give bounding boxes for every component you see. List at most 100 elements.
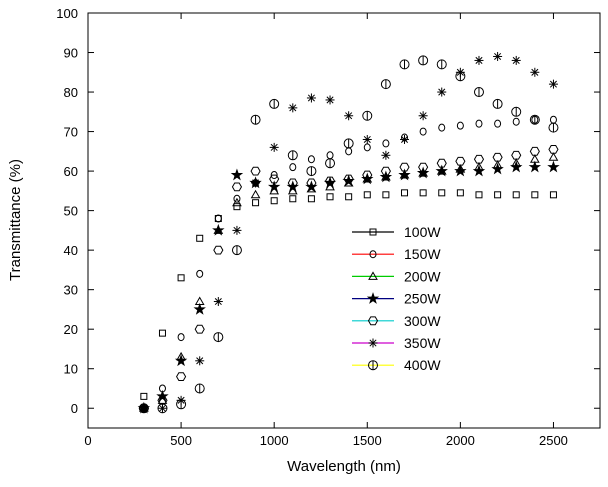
marker bbox=[369, 250, 377, 259]
marker-shape bbox=[158, 329, 166, 337]
marker-shape bbox=[368, 271, 378, 280]
marker bbox=[549, 115, 557, 124]
marker bbox=[343, 138, 354, 149]
marker-shape bbox=[494, 119, 502, 128]
marker-shape bbox=[231, 182, 243, 192]
marker-shape bbox=[362, 170, 373, 180]
marker-shape bbox=[307, 94, 315, 102]
marker-shape bbox=[382, 191, 390, 199]
marker-shape bbox=[250, 166, 261, 176]
marker-shape bbox=[472, 164, 486, 177]
marker-shape bbox=[438, 88, 446, 96]
marker-shape bbox=[401, 189, 409, 197]
marker bbox=[369, 228, 377, 236]
marker-shape bbox=[419, 112, 427, 120]
marker-shape bbox=[382, 139, 390, 148]
marker-shape bbox=[547, 160, 560, 173]
x-tick-label: 0 bbox=[84, 433, 91, 448]
marker bbox=[251, 178, 261, 188]
marker-shape bbox=[456, 189, 464, 197]
marker-shape bbox=[369, 250, 377, 259]
x-tick-label: 2000 bbox=[446, 433, 475, 448]
plot-frame bbox=[87, 12, 601, 429]
marker bbox=[367, 316, 379, 326]
marker-shape bbox=[366, 292, 380, 304]
marker bbox=[176, 399, 187, 410]
marker bbox=[548, 122, 559, 133]
marker-shape bbox=[369, 228, 377, 236]
marker-shape bbox=[510, 160, 523, 173]
marker bbox=[157, 403, 168, 414]
marker-shape bbox=[548, 152, 559, 161]
marker-shape bbox=[345, 147, 353, 156]
marker-shape bbox=[436, 158, 447, 168]
marker bbox=[547, 160, 560, 173]
marker-shape bbox=[324, 176, 336, 186]
marker bbox=[324, 176, 336, 186]
marker bbox=[138, 403, 149, 414]
legend-label: 150W bbox=[404, 246, 441, 262]
marker bbox=[156, 389, 169, 402]
marker bbox=[267, 180, 281, 193]
marker bbox=[548, 79, 558, 89]
marker bbox=[529, 114, 540, 125]
marker-shape bbox=[549, 80, 557, 88]
marker-shape bbox=[512, 191, 520, 199]
marker-shape bbox=[494, 191, 502, 199]
marker bbox=[326, 193, 334, 201]
marker bbox=[306, 93, 316, 103]
marker-shape bbox=[230, 168, 244, 181]
marker-shape bbox=[267, 180, 281, 193]
legend-label: 250W bbox=[404, 291, 441, 307]
marker bbox=[196, 234, 204, 242]
marker bbox=[419, 127, 427, 136]
marker bbox=[213, 245, 224, 255]
marker-shape bbox=[455, 156, 466, 166]
marker bbox=[475, 119, 483, 128]
y-tick-label: 80 bbox=[64, 85, 78, 100]
marker-shape bbox=[177, 333, 185, 342]
x-tick-label: 1500 bbox=[353, 433, 382, 448]
marker-shape bbox=[400, 135, 409, 144]
marker bbox=[270, 197, 278, 205]
marker-shape bbox=[512, 56, 520, 64]
marker bbox=[512, 117, 520, 126]
marker bbox=[510, 160, 523, 173]
marker bbox=[492, 98, 503, 109]
marker bbox=[231, 182, 243, 192]
marker bbox=[250, 189, 261, 199]
marker bbox=[418, 162, 429, 172]
y-tick-label: 30 bbox=[64, 283, 78, 298]
marker bbox=[250, 114, 261, 125]
marker-shape bbox=[289, 195, 297, 203]
marker bbox=[269, 98, 280, 109]
marker bbox=[419, 189, 427, 197]
marker bbox=[473, 154, 485, 164]
marker-shape bbox=[233, 226, 241, 234]
marker-shape bbox=[214, 297, 222, 306]
y-axis-label: Transmittance (%) bbox=[7, 159, 24, 281]
marker bbox=[438, 189, 446, 197]
marker bbox=[531, 191, 539, 199]
marker bbox=[399, 59, 410, 70]
y-tick-label: 0 bbox=[71, 401, 78, 416]
marker-shape bbox=[287, 178, 298, 188]
marker bbox=[456, 189, 464, 197]
marker bbox=[494, 119, 502, 128]
marker-shape bbox=[416, 166, 430, 179]
marker bbox=[194, 383, 205, 394]
marker bbox=[214, 214, 222, 223]
legend-label: 300W bbox=[404, 313, 441, 329]
marker-shape bbox=[270, 171, 278, 180]
marker bbox=[196, 269, 204, 278]
marker-shape bbox=[454, 164, 467, 177]
marker bbox=[195, 356, 205, 366]
marker bbox=[368, 271, 378, 280]
x-axis-label: Wavelength (nm) bbox=[287, 458, 401, 475]
marker bbox=[363, 191, 371, 199]
marker-shape bbox=[398, 168, 411, 181]
marker bbox=[306, 166, 317, 177]
marker bbox=[401, 189, 409, 197]
marker bbox=[548, 152, 559, 161]
marker-shape bbox=[326, 151, 334, 160]
